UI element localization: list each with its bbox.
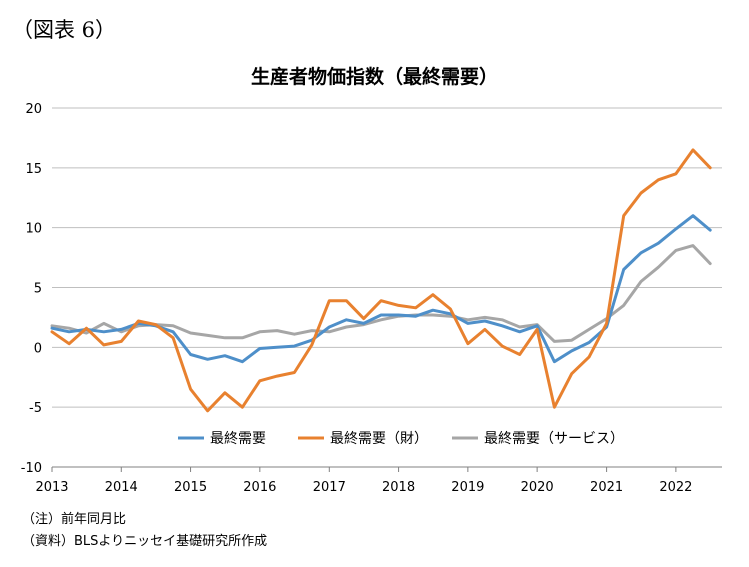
note-line: （注）前年同月比 [22, 512, 127, 527]
x-tick-label: 2016 [243, 480, 276, 495]
x-tick-label: 2013 [35, 480, 68, 495]
y-tick-label: -10 [21, 461, 42, 476]
legend: 最終需要 最終需要（財） 最終需要（サービス） [178, 431, 624, 447]
series-line [50, 244, 712, 343]
series-layer [50, 148, 712, 413]
y-tick-label: 15 [25, 162, 42, 177]
y-tick-label: 20 [25, 102, 42, 117]
x-tick-label: 2021 [590, 480, 623, 495]
x-tick-label: 2018 [382, 480, 415, 495]
notes: （注）前年同月比 （資料）BLSよりニッセイ基礎研究所作成 [22, 509, 267, 553]
y-tick-label: 0 [34, 341, 42, 356]
y-tick-label: 10 [25, 222, 42, 237]
x-tick-label: 2022 [659, 480, 692, 495]
x-tick-label: 2020 [521, 480, 554, 495]
x-tick-label: 2014 [105, 480, 138, 495]
figure-label: （図表 6） [12, 18, 117, 42]
legend-label: 最終需要（サービス） [484, 431, 624, 447]
x-tick-label: 2019 [451, 480, 484, 495]
series-line [50, 148, 712, 413]
axes: -10 -5 0 5 10 15 20 2013 2014 2015 2016 2017 2018 201… [21, 102, 722, 495]
x-tick-label: 2017 [313, 480, 346, 495]
grid-layer [52, 107, 722, 408]
source-line: （資料）BLSよりニッセイ基礎研究所作成 [22, 534, 268, 549]
y-tick-label: -5 [29, 401, 42, 416]
legend-label: 最終需要 [210, 431, 266, 447]
chart-title: 生産者物価指数（最終需要） [250, 66, 498, 88]
x-tick-label: 2015 [174, 480, 207, 495]
y-tick-label: 5 [34, 282, 42, 297]
legend-label: 最終需要（財） [330, 431, 428, 447]
